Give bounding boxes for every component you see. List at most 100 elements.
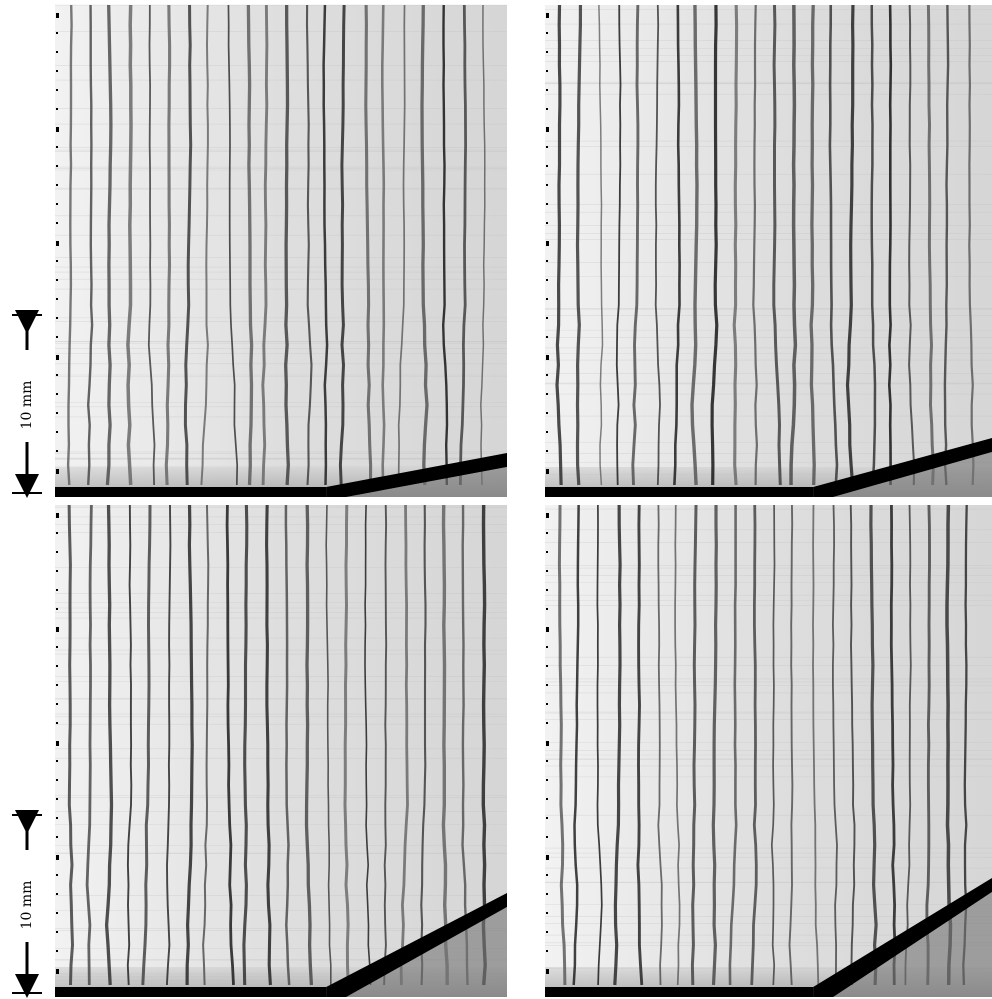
ruler-dot bbox=[546, 931, 548, 933]
streak bbox=[674, 504, 681, 986]
ruler-dot bbox=[546, 393, 548, 395]
ruler-dot bbox=[56, 336, 58, 338]
image-panel bbox=[55, 504, 507, 997]
wedge bbox=[813, 438, 992, 497]
ruler-dot bbox=[546, 184, 548, 186]
streak bbox=[728, 504, 738, 986]
ruler-dot bbox=[56, 241, 59, 246]
streak bbox=[165, 504, 172, 986]
wedge-shadow bbox=[346, 467, 507, 497]
ruler-dot bbox=[546, 950, 548, 952]
ruler-dot bbox=[546, 336, 548, 338]
streak bbox=[870, 4, 877, 486]
streak bbox=[86, 4, 94, 486]
ruler-dot bbox=[546, 70, 548, 72]
ruler-dot bbox=[56, 393, 58, 395]
ruler-dot bbox=[546, 532, 548, 534]
ruler-dot bbox=[56, 222, 58, 224]
streak bbox=[202, 504, 210, 986]
streak bbox=[242, 504, 249, 986]
streak bbox=[147, 4, 156, 486]
ruler-dot bbox=[56, 279, 58, 281]
ruler-dot bbox=[546, 241, 549, 246]
scale-label: 10 mm bbox=[19, 381, 35, 430]
ruler-dot bbox=[56, 469, 59, 474]
ruler-dot bbox=[546, 551, 548, 553]
streak bbox=[399, 504, 409, 986]
streak bbox=[557, 504, 567, 986]
streak bbox=[459, 4, 468, 486]
image-panel bbox=[545, 4, 992, 497]
scale-label: 10 mm bbox=[19, 881, 35, 930]
ruler-dot bbox=[546, 279, 548, 281]
ruler-dot bbox=[56, 260, 58, 262]
ruler-dot bbox=[546, 760, 548, 762]
ruler-dot bbox=[56, 298, 58, 300]
ruler-dot bbox=[56, 608, 58, 610]
streak bbox=[772, 4, 782, 486]
panel-background bbox=[55, 5, 507, 497]
streak bbox=[66, 4, 73, 486]
ruler-dot bbox=[56, 13, 59, 18]
streak bbox=[615, 4, 622, 486]
ruler-dot bbox=[546, 469, 549, 474]
ruler-dot bbox=[56, 646, 58, 648]
streak bbox=[397, 4, 406, 486]
streak bbox=[104, 504, 114, 986]
streak bbox=[831, 504, 838, 986]
ruler-dot bbox=[56, 146, 58, 148]
ruler-dot bbox=[56, 912, 58, 914]
ruler-dot bbox=[546, 722, 548, 724]
streak bbox=[364, 4, 373, 486]
streak bbox=[869, 504, 878, 986]
base-bar bbox=[55, 487, 327, 497]
ruler-dot bbox=[546, 798, 548, 800]
streak bbox=[925, 504, 931, 986]
ruler-dot bbox=[546, 431, 548, 433]
ruler-dot bbox=[546, 450, 548, 452]
streak bbox=[343, 504, 350, 986]
ruler-dot bbox=[546, 684, 548, 686]
streak bbox=[227, 4, 239, 486]
streak bbox=[284, 4, 290, 486]
ruler-dot bbox=[56, 703, 58, 705]
ruler-dot bbox=[546, 355, 549, 360]
ruler-dot bbox=[546, 836, 548, 838]
ruler-dot bbox=[546, 108, 548, 110]
streak bbox=[598, 4, 604, 486]
ruler-dot bbox=[56, 355, 59, 360]
ruler-dot bbox=[56, 950, 58, 952]
streak bbox=[200, 4, 209, 486]
streak bbox=[789, 4, 798, 486]
wedge-shadow bbox=[346, 907, 507, 997]
wedge bbox=[326, 453, 507, 497]
streak bbox=[85, 504, 93, 986]
ruler-dot bbox=[56, 89, 58, 91]
ruler-dot bbox=[56, 969, 59, 974]
ruler-dot bbox=[56, 684, 58, 686]
ruler-dot bbox=[546, 874, 548, 876]
panel-background bbox=[545, 5, 992, 497]
streak bbox=[305, 4, 313, 486]
image-panel bbox=[545, 504, 992, 997]
base-bar bbox=[545, 987, 814, 997]
streak bbox=[364, 504, 372, 986]
ruler-dot bbox=[546, 969, 549, 974]
ruler-dot bbox=[56, 798, 58, 800]
ruler-dot bbox=[56, 874, 58, 876]
ruler-dot bbox=[56, 317, 58, 319]
panels bbox=[55, 4, 992, 997]
ruler-dot bbox=[546, 13, 549, 18]
ruler-dot bbox=[546, 817, 548, 819]
streak bbox=[636, 504, 644, 986]
ruler-dot bbox=[56, 931, 58, 933]
streak bbox=[943, 4, 950, 486]
ruler-dot bbox=[546, 222, 548, 224]
base-bar bbox=[545, 487, 814, 497]
streak bbox=[711, 504, 718, 986]
streak bbox=[141, 504, 152, 986]
streak bbox=[126, 4, 133, 486]
ruler-dot bbox=[546, 608, 548, 610]
streak bbox=[908, 4, 916, 486]
